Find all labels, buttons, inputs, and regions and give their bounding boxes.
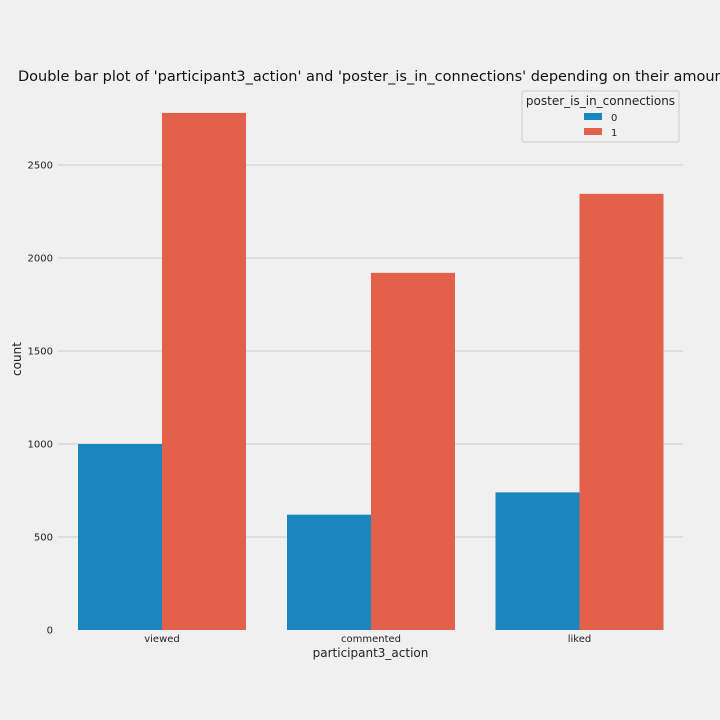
y-tick-label: 2000	[28, 254, 53, 265]
legend: poster_is_in_connections 0 1	[521, 90, 680, 143]
x-tick-label-viewed: viewed	[144, 634, 180, 645]
legend-label-1: 1	[611, 128, 617, 139]
x-axis-label: participant3_action	[313, 646, 429, 660]
bar-liked-series-1	[579, 193, 664, 630]
y-tick-label: 0	[47, 626, 53, 637]
bars	[78, 112, 664, 631]
bar-viewed-series-1	[162, 112, 246, 631]
y-tick-labels: 0 500 1000 1500 2000 2500	[28, 161, 53, 637]
legend-swatch-0	[584, 113, 602, 120]
y-tick-label: 2500	[28, 161, 53, 172]
y-tick-label: 1500	[28, 347, 53, 358]
y-tick-label: 500	[34, 533, 53, 544]
legend-title: poster_is_in_connections	[526, 94, 675, 108]
bar-liked-series-0	[495, 492, 580, 630]
legend-swatch-1	[584, 128, 602, 135]
x-tick-label-commented: commented	[341, 634, 401, 645]
x-tick-label-liked: liked	[568, 634, 592, 645]
legend-label-0: 0	[611, 113, 617, 124]
bar-commented-series-1	[371, 272, 455, 630]
y-axis-label: count	[10, 342, 24, 376]
y-tick-label: 1000	[28, 440, 53, 451]
bar-commented-series-0	[287, 514, 371, 630]
chart-title: Double bar plot of 'participant3_action'…	[18, 69, 720, 85]
bar-viewed-series-0	[78, 444, 162, 630]
x-tick-labels: viewed commented liked	[144, 634, 591, 645]
